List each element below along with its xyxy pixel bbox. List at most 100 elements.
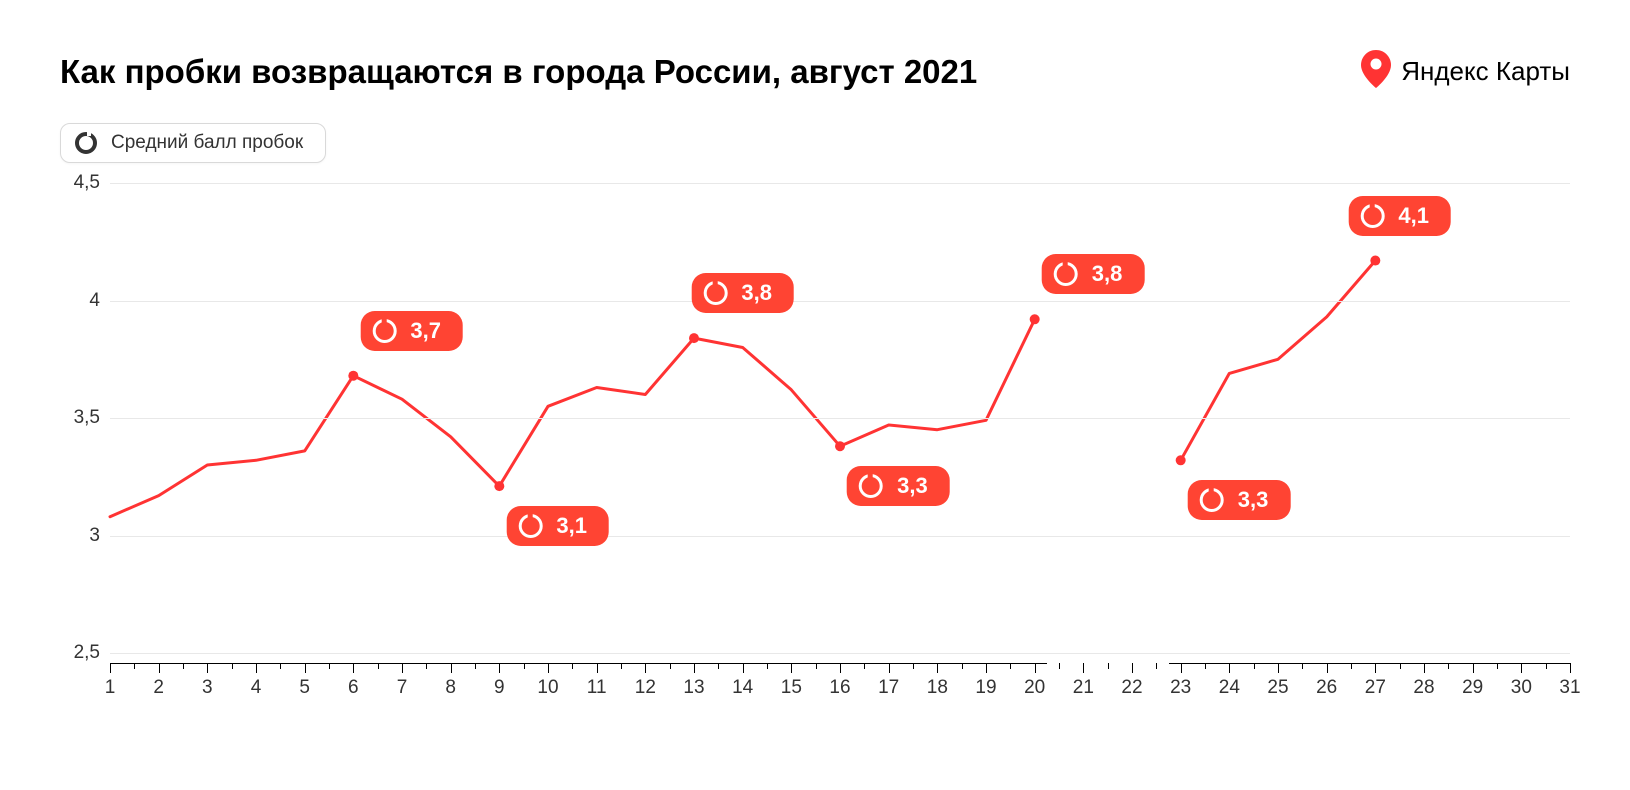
y-axis-label: 3 xyxy=(50,525,100,547)
x-axis-tick xyxy=(1278,663,1279,673)
x-axis-minor-tick xyxy=(1497,663,1498,669)
chart-header: Как пробки возвращаются в города России,… xyxy=(60,50,1570,93)
x-axis-label: 7 xyxy=(397,677,408,699)
x-axis-minor-tick xyxy=(1254,663,1255,669)
brand-block: Яндекс Карты xyxy=(1361,50,1570,93)
x-axis-label: 14 xyxy=(732,677,753,699)
x-axis-tick xyxy=(1327,663,1328,673)
x-axis-label: 25 xyxy=(1267,677,1288,699)
x-axis-label: 3 xyxy=(202,677,213,699)
legend-badge: Средний балл пробок xyxy=(60,123,326,163)
x-axis-label: 16 xyxy=(829,677,850,699)
value-callout: 3,8 xyxy=(691,273,794,313)
x-axis-minor-tick xyxy=(962,663,963,669)
x-axis-tick xyxy=(840,663,841,673)
x-axis-minor-tick xyxy=(232,663,233,669)
x-axis-minor-tick xyxy=(475,663,476,669)
x-axis-tick xyxy=(1375,663,1376,673)
gridline xyxy=(110,418,1570,419)
x-axis-label: 15 xyxy=(781,677,802,699)
value-callout: 3,3 xyxy=(847,466,950,506)
callout-value: 3,8 xyxy=(1092,261,1123,287)
value-callout: 3,7 xyxy=(360,311,463,351)
callout-value: 3,3 xyxy=(897,473,928,499)
x-axis-label: 26 xyxy=(1316,677,1337,699)
x-axis-minor-tick xyxy=(913,663,914,669)
line-chart: 2,533,544,512345678910111213141516171819… xyxy=(60,183,1570,743)
x-axis-tick xyxy=(1083,663,1084,673)
gridline xyxy=(110,536,1570,537)
x-axis-label: 5 xyxy=(299,677,310,699)
x-axis-label: 21 xyxy=(1073,677,1094,699)
x-axis-minor-tick xyxy=(1448,663,1449,669)
x-axis-label: 1 xyxy=(105,677,116,699)
legend-label: Средний балл пробок xyxy=(111,132,303,154)
data-marker xyxy=(1370,256,1380,266)
x-axis-tick xyxy=(159,663,160,673)
x-axis-minor-tick xyxy=(280,663,281,669)
traffic-ring-icon xyxy=(1360,204,1384,228)
x-axis-minor-tick xyxy=(767,663,768,669)
chart-plot-svg xyxy=(60,183,1570,743)
y-axis-label: 4 xyxy=(50,290,100,312)
x-axis-tick xyxy=(986,663,987,673)
traffic-ring-icon xyxy=(1200,488,1224,512)
x-axis-tick xyxy=(694,663,695,673)
callout-value: 3,7 xyxy=(410,318,441,344)
x-axis-minor-tick xyxy=(1546,663,1547,669)
x-axis-tick xyxy=(1035,663,1036,673)
gridline xyxy=(110,301,1570,302)
x-axis-minor-tick xyxy=(329,663,330,669)
x-axis-tick xyxy=(1424,663,1425,673)
data-line xyxy=(1181,261,1376,461)
callout-value: 4,1 xyxy=(1398,203,1429,229)
x-axis-tick xyxy=(451,663,452,673)
x-axis-label: 23 xyxy=(1170,677,1191,699)
x-axis-label: 17 xyxy=(878,677,899,699)
x-axis-minor-tick xyxy=(1059,663,1060,669)
value-callout: 3,8 xyxy=(1042,254,1145,294)
x-axis-tick xyxy=(1229,663,1230,673)
x-axis-minor-tick xyxy=(426,663,427,669)
x-axis-tick xyxy=(597,663,598,673)
x-axis-label: 2 xyxy=(153,677,164,699)
x-axis-minor-tick xyxy=(1205,663,1206,669)
x-axis-tick xyxy=(305,663,306,673)
brand-text: Яндекс Карты xyxy=(1401,56,1570,87)
x-axis-minor-tick xyxy=(621,663,622,669)
x-axis-minor-tick xyxy=(1302,663,1303,669)
x-axis-minor-tick xyxy=(864,663,865,669)
chart-title: Как пробки возвращаются в города России,… xyxy=(60,53,977,91)
x-axis-minor-tick xyxy=(1108,663,1109,669)
traffic-ring-icon xyxy=(75,132,97,154)
x-axis-label: 20 xyxy=(1024,677,1045,699)
traffic-ring-icon xyxy=(703,281,727,305)
data-marker xyxy=(348,371,358,381)
x-axis-label: 30 xyxy=(1511,677,1532,699)
x-axis-label: 4 xyxy=(251,677,262,699)
x-axis-tick xyxy=(110,663,111,673)
data-marker xyxy=(835,441,845,451)
x-axis-label: 19 xyxy=(975,677,996,699)
x-axis-tick xyxy=(1132,663,1133,673)
x-axis-minor-tick xyxy=(1400,663,1401,669)
x-axis-label: 22 xyxy=(1121,677,1142,699)
data-marker xyxy=(1030,314,1040,324)
x-axis-label: 11 xyxy=(587,677,607,699)
value-callout: 3,3 xyxy=(1188,480,1291,520)
traffic-ring-icon xyxy=(372,319,396,343)
x-axis-tick xyxy=(1570,663,1571,673)
x-axis-label: 13 xyxy=(683,677,704,699)
x-axis-minor-tick xyxy=(134,663,135,669)
x-axis-minor-tick xyxy=(1010,663,1011,669)
x-axis-label: 12 xyxy=(635,677,656,699)
x-axis-label: 29 xyxy=(1462,677,1483,699)
x-axis-tick xyxy=(889,663,890,673)
x-axis-minor-tick xyxy=(718,663,719,669)
x-axis-tick xyxy=(937,663,938,673)
map-pin-icon xyxy=(1361,50,1391,93)
data-marker xyxy=(689,333,699,343)
x-axis-label: 27 xyxy=(1365,677,1386,699)
x-axis-tick xyxy=(499,663,500,673)
x-axis-tick xyxy=(791,663,792,673)
